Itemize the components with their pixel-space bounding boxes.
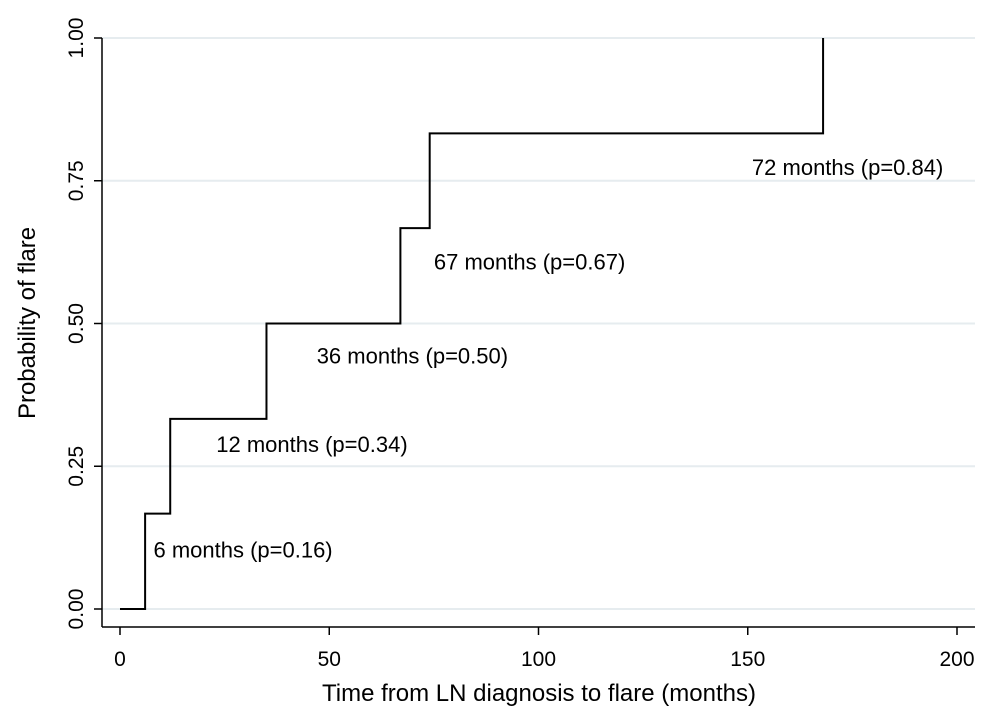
x-tick-label: 50 [318,648,341,671]
annotation-label: 67 months (p=0.67) [434,249,625,274]
x-tick-label: 150 [730,648,765,671]
y-tick-label: 0.50 [65,303,88,344]
annotations: 6 months (p=0.16) 12 months (p=0.34) 36 mo… [153,155,943,563]
y-tick-label: 0.25 [65,446,88,487]
y-axis-title: Probability of flare [14,227,41,419]
annotation-label: 72 months (p=0.84) [752,155,943,180]
x-tick-label: 100 [521,648,556,671]
y-tick-label: 0.75 [65,160,88,201]
axes: 0.00 0.25 0.50 0.75 1.00 0 50 100 150 200 [65,18,975,671]
x-tick-label: 0 [114,648,126,671]
annotation-label: 6 months (p=0.16) [153,538,332,563]
y-tick-label: 1.00 [65,18,88,59]
annotation-label: 36 months (p=0.50) [317,344,508,369]
x-axis-title: Time from LN diagnosis to flare (months) [322,680,756,707]
y-tick-label: 0.00 [65,589,88,630]
series-layer [120,38,825,610]
annotation-label: 12 months (p=0.34) [216,432,407,457]
km-step-line [120,38,825,610]
x-tick-label: 200 [939,648,974,671]
gridlines [102,37,975,610]
